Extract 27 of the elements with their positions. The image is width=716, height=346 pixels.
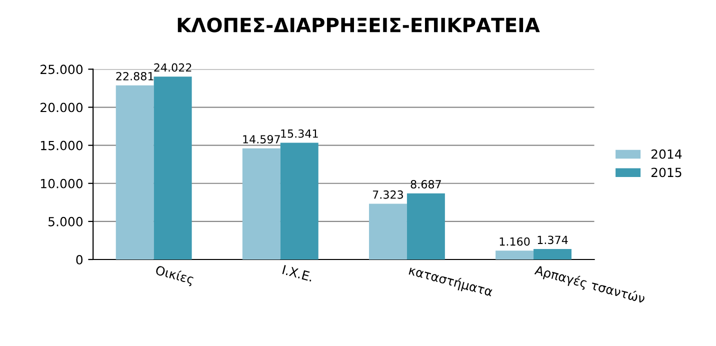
- bar: [280, 142, 318, 260]
- data-label: 1.160: [500, 237, 530, 246]
- bar: [496, 250, 534, 260]
- y-tick-label: 25.000: [40, 64, 83, 74]
- data-label: 7.323: [372, 190, 403, 199]
- bar: [534, 249, 572, 260]
- y-tick-label: 10.000: [40, 178, 83, 188]
- chart-title: ΚΛΟΠΕΣ-ΔΙΑΡΡΗΞΕΙΣ-ΕΠΙΚΡΑΤΕΙΑ: [178, 18, 540, 32]
- y-tick-label: 15.000: [40, 140, 83, 150]
- bar: [154, 76, 192, 260]
- bar: [242, 148, 280, 260]
- data-label: 14.597: [243, 135, 280, 144]
- y-tick-label: 20.000: [40, 102, 83, 112]
- data-label: 1.374: [538, 236, 568, 244]
- legend-label: 2014: [651, 149, 682, 159]
- data-label: 8.687: [410, 180, 441, 188]
- x-tick-label: Ι.Χ.Ε.: [282, 265, 314, 282]
- y-tick-label: 5.000: [48, 216, 83, 226]
- bar: [406, 193, 445, 260]
- bar: [368, 204, 407, 260]
- data-label: 15.341: [281, 129, 318, 138]
- x-tick-label: Οικίες: [154, 264, 194, 287]
- data-label: 24.022: [154, 63, 192, 72]
- legend-label: 2015: [651, 168, 682, 178]
- data-label: 22.881: [116, 72, 154, 80]
- y-tick-label: 0: [76, 254, 83, 264]
- bar: [116, 85, 154, 260]
